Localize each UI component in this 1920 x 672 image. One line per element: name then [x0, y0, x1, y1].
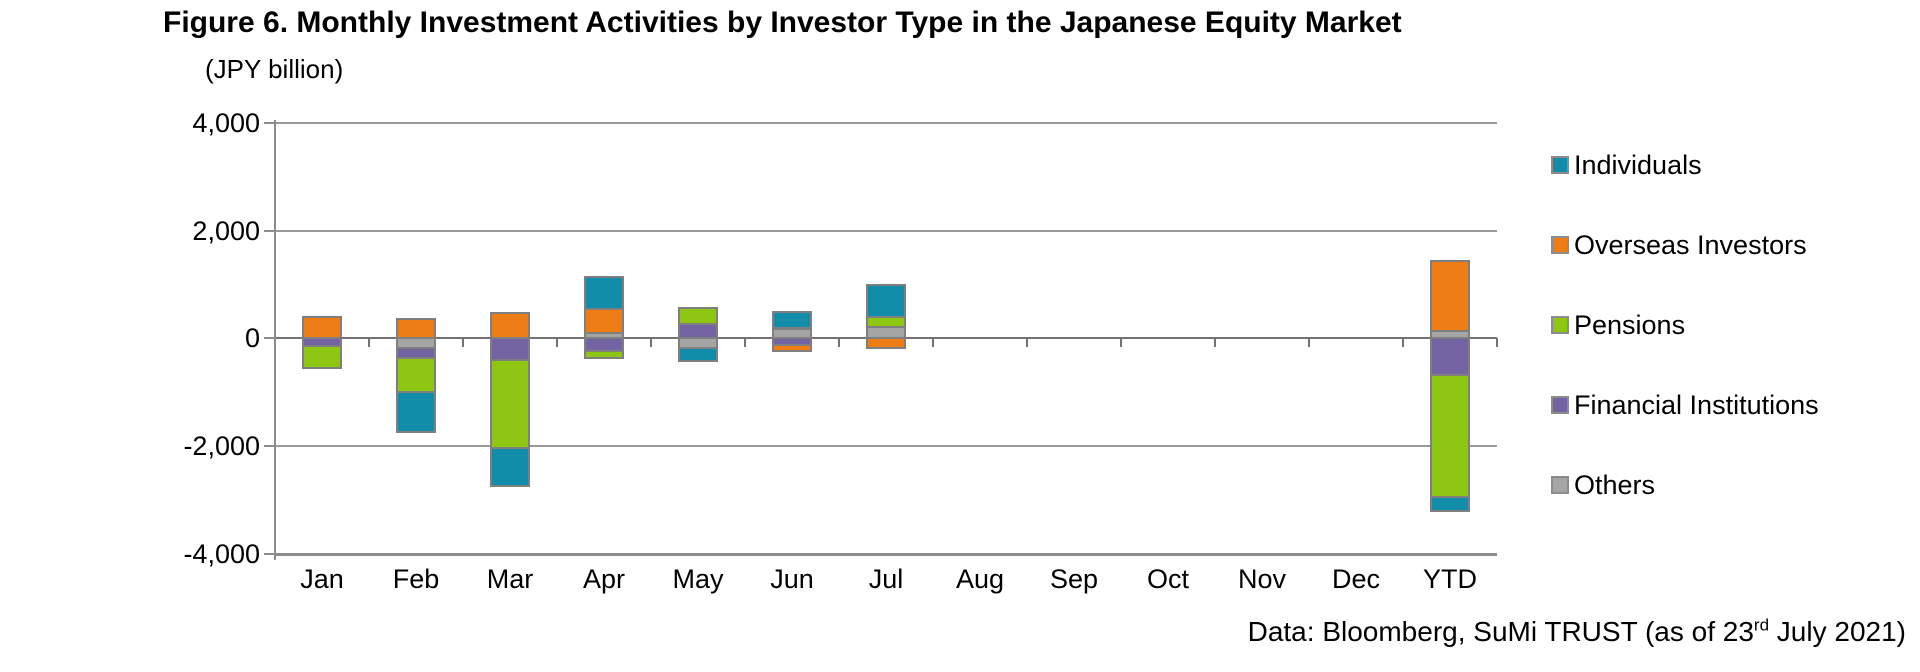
- bar-segment-feb-individuals: [396, 391, 436, 434]
- bar-segment-mar-pensions: [490, 358, 530, 449]
- y-axis-line: [274, 119, 276, 560]
- legend-item-financial-institutions: Financial Institutions: [1551, 390, 1819, 420]
- bar-segment-feb-overseas-investors: [396, 318, 436, 340]
- bar-segment-ytd-financial-institutions: [1430, 337, 1470, 376]
- pensions-swatch-icon: [1551, 316, 1569, 334]
- legend-label: Others: [1574, 469, 1656, 500]
- x-tick-label-jun: Jun: [770, 564, 814, 594]
- y-axis-unit-label: (JPY billion): [205, 54, 344, 84]
- bar-segment-may-financial-institutions: [678, 323, 718, 340]
- bar-segment-mar-overseas-investors: [490, 311, 530, 340]
- legend-item-individuals: Individuals: [1551, 150, 1819, 180]
- x-tick-label-feb: Feb: [392, 564, 440, 594]
- gridline-2,000: [275, 229, 1497, 232]
- category-tick: [744, 338, 746, 348]
- bar-segment-ytd-pensions: [1430, 373, 1470, 499]
- bar-segment-ytd-overseas-investors: [1430, 260, 1470, 333]
- legend-item-others: Others: [1551, 470, 1819, 500]
- bar-segment-apr-overseas-investors: [584, 307, 624, 334]
- figure-title: Figure 6. Monthly Investment Activities …: [163, 6, 1402, 39]
- category-tick: [1214, 338, 1216, 348]
- bar-segment-apr-pensions: [584, 350, 624, 360]
- y-tick-label: 0: [244, 323, 260, 354]
- y-axis-tick: [264, 229, 275, 232]
- bar-segment-may-pensions: [678, 306, 718, 326]
- x-tick-label-jul: Jul: [868, 564, 904, 594]
- category-tick: [650, 338, 652, 348]
- bar-segment-jan-overseas-investors: [302, 315, 342, 340]
- y-tick-label: -2,000: [183, 430, 260, 461]
- ordinal-superscript: rd: [1753, 615, 1770, 635]
- y-axis-tick: [264, 444, 275, 447]
- x-tick-label-may: May: [672, 564, 724, 594]
- x-tick-label-apr: Apr: [582, 564, 626, 594]
- category-tick: [556, 338, 558, 348]
- y-axis-tick: [264, 552, 275, 555]
- category-tick: [838, 338, 840, 348]
- y-tick-label: 2,000: [192, 215, 260, 246]
- category-tick: [1496, 338, 1498, 348]
- category-tick: [932, 338, 934, 348]
- gridline--2,000: [275, 444, 1497, 447]
- overseas-investors-swatch-icon: [1551, 236, 1569, 254]
- individuals-swatch-icon: [1551, 156, 1569, 174]
- bar-segment-apr-individuals: [584, 276, 624, 310]
- x-tick-label-sep: Sep: [1049, 564, 1099, 594]
- category-tick: [1402, 338, 1404, 348]
- bar-segment-may-individuals: [678, 347, 718, 362]
- x-tick-label-oct: Oct: [1146, 564, 1189, 594]
- category-tick: [1308, 338, 1310, 348]
- legend-label: Pensions: [1574, 309, 1686, 340]
- bar-segment-jun-overseas-investors: [772, 343, 812, 352]
- gridline-4,000: [275, 121, 1497, 124]
- x-tick-label-dec: Dec: [1331, 564, 1380, 594]
- category-tick: [368, 338, 370, 348]
- category-tick: [462, 338, 464, 348]
- bar-segment-mar-financial-institutions: [490, 337, 530, 361]
- financial-institutions-swatch-icon: [1551, 396, 1569, 414]
- legend-item-pensions: Pensions: [1551, 310, 1819, 340]
- data-source-note: Data: Bloomberg, SuMi TRUST (as of 23rd …: [1247, 615, 1906, 647]
- bar-segment-jun-individuals: [772, 311, 812, 330]
- y-axis-tick: [264, 337, 275, 340]
- category-tick: [1026, 338, 1028, 348]
- legend-label: Overseas Investors: [1574, 229, 1807, 260]
- legend-label: Individuals: [1574, 149, 1702, 180]
- bar-segment-jul-overseas-investors: [866, 337, 906, 350]
- bar-segment-mar-individuals: [490, 446, 530, 487]
- x-tick-label-nov: Nov: [1237, 564, 1286, 594]
- legend-label: Financial Institutions: [1574, 389, 1819, 420]
- gridline--4,000: [275, 552, 1497, 556]
- legend: Individuals Overseas Investors Pensions …: [1551, 150, 1819, 550]
- legend-item-overseas-investors: Overseas Investors: [1551, 230, 1819, 260]
- bar-segment-ytd-individuals: [1430, 496, 1470, 512]
- x-tick-label-ytd: YTD: [1423, 564, 1477, 594]
- others-swatch-icon: [1551, 476, 1569, 494]
- x-tick-label-aug: Aug: [955, 564, 1005, 594]
- y-tick-label: 4,000: [192, 107, 260, 138]
- y-tick-label: -4,000: [183, 538, 260, 569]
- category-tick: [1120, 338, 1122, 348]
- bar-segment-feb-pensions: [396, 356, 436, 394]
- x-tick-label-mar: Mar: [486, 564, 534, 594]
- bar-segment-jul-individuals: [866, 283, 906, 318]
- x-tick-label-jan: Jan: [300, 564, 344, 594]
- y-axis-tick: [264, 121, 275, 124]
- bar-segment-jan-pensions: [302, 344, 342, 369]
